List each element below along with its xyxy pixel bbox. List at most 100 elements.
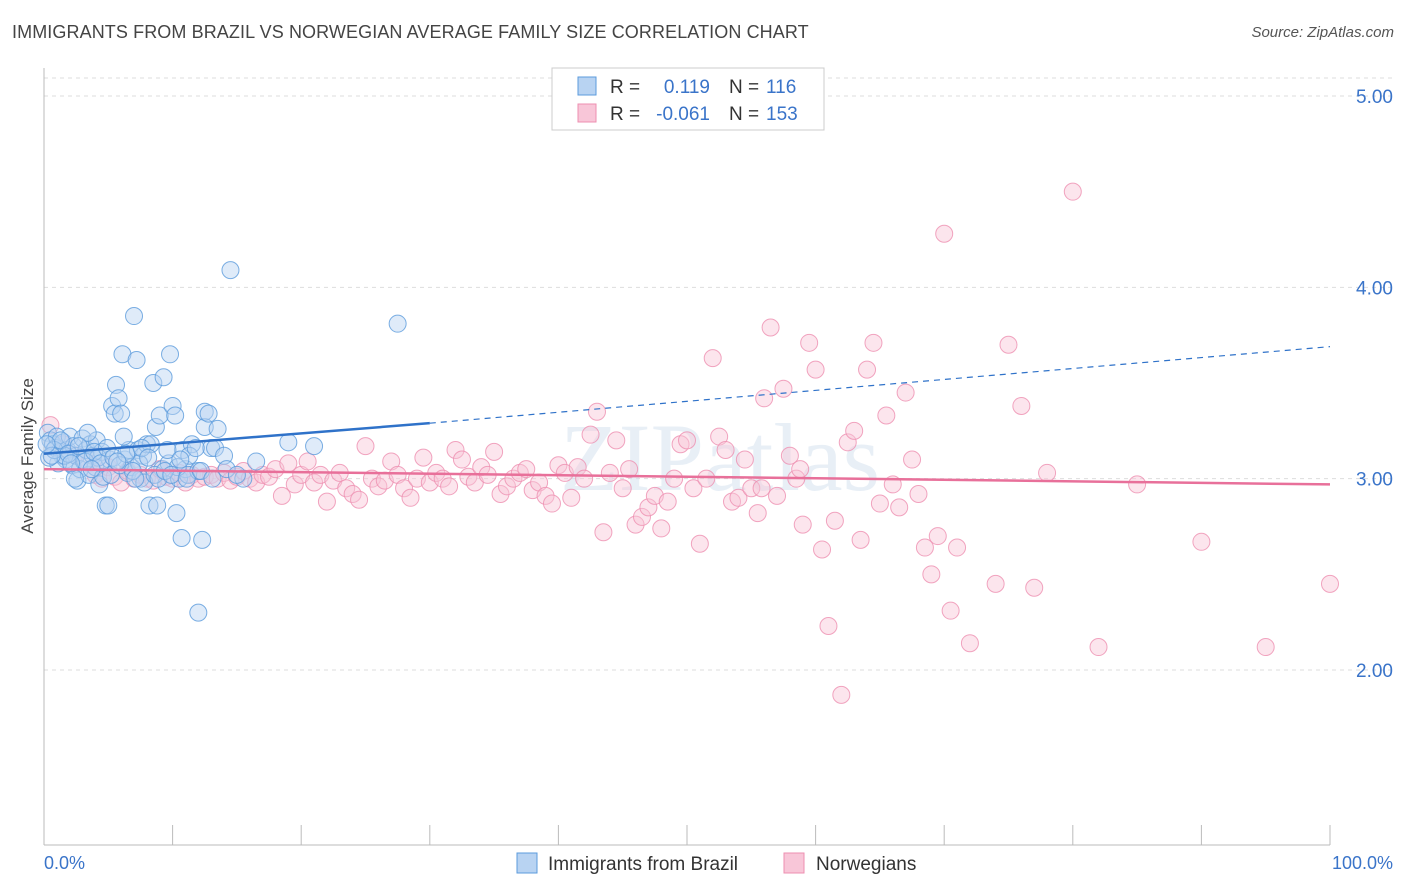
data-point bbox=[1089, 638, 1108, 657]
data-point bbox=[607, 431, 626, 450]
data-point bbox=[825, 511, 844, 530]
data-point bbox=[317, 492, 336, 511]
data-point bbox=[658, 492, 677, 511]
data-point bbox=[62, 454, 81, 473]
data-point bbox=[517, 460, 536, 479]
data-point bbox=[161, 345, 180, 364]
data-point bbox=[139, 448, 158, 467]
data-point bbox=[941, 601, 960, 620]
y-axis-label: Average Family Size bbox=[18, 378, 37, 534]
data-point bbox=[870, 494, 889, 513]
data-point bbox=[395, 479, 414, 498]
data-point bbox=[652, 519, 671, 538]
data-point bbox=[549, 456, 568, 475]
legend-r-label: R = bbox=[610, 104, 640, 125]
data-point bbox=[414, 448, 433, 467]
data-point bbox=[189, 603, 208, 622]
data-point bbox=[690, 534, 709, 553]
data-point bbox=[146, 418, 165, 437]
data-point bbox=[600, 463, 619, 482]
data-point bbox=[935, 224, 954, 243]
data-point bbox=[485, 442, 504, 461]
data-point bbox=[42, 446, 61, 465]
chart-title: IMMIGRANTS FROM BRAZIL VS NORWEGIAN AVER… bbox=[12, 22, 809, 42]
legend-swatch bbox=[577, 103, 597, 123]
data-point bbox=[903, 450, 922, 469]
legend-n-value: 153 bbox=[766, 104, 798, 125]
data-point bbox=[665, 469, 684, 488]
data-point bbox=[127, 351, 146, 370]
data-point bbox=[497, 477, 516, 496]
stats-legend: R = 0.119 N = 116 R = -0.061 N = 153 bbox=[551, 67, 825, 131]
trend-line-brazil bbox=[43, 421, 430, 456]
data-point bbox=[105, 404, 124, 423]
data-point bbox=[37, 435, 56, 454]
data-point bbox=[1256, 638, 1275, 657]
data-point bbox=[960, 634, 979, 653]
data-point bbox=[813, 540, 832, 559]
data-point bbox=[144, 374, 163, 392]
data-point bbox=[472, 458, 491, 477]
legend-n-value: 116 bbox=[766, 77, 796, 98]
data-point bbox=[167, 504, 186, 523]
data-point bbox=[536, 486, 555, 505]
data-point bbox=[774, 379, 793, 398]
data-point bbox=[755, 389, 774, 408]
data-point bbox=[166, 406, 185, 425]
x-tick-label: 0.0% bbox=[44, 853, 85, 873]
data-point bbox=[158, 440, 177, 459]
data-point bbox=[491, 484, 510, 503]
data-point bbox=[858, 360, 877, 379]
data-point bbox=[193, 530, 212, 549]
data-point bbox=[542, 494, 561, 513]
legend-swatch-brazil bbox=[516, 852, 538, 874]
data-point bbox=[864, 333, 883, 352]
legend-n-label: N = bbox=[729, 77, 759, 98]
data-point bbox=[752, 479, 771, 498]
axes bbox=[43, 68, 1331, 846]
data-point bbox=[575, 469, 594, 488]
trend-line-brazil-extension bbox=[429, 346, 1331, 424]
data-point bbox=[217, 460, 236, 479]
data-point bbox=[1321, 574, 1339, 593]
legend-r-value: -0.061 bbox=[656, 104, 710, 125]
grid-lines bbox=[44, 77, 1395, 671]
data-point bbox=[305, 473, 324, 492]
data-point bbox=[78, 423, 97, 442]
data-point bbox=[620, 460, 639, 479]
data-point bbox=[215, 446, 234, 465]
data-point bbox=[877, 406, 896, 425]
y-tick-label: 5.00 bbox=[1356, 87, 1393, 108]
y-tick-label: 2.00 bbox=[1356, 661, 1393, 682]
y-tick-label: 4.00 bbox=[1356, 278, 1393, 299]
data-point bbox=[948, 538, 967, 557]
series-legend: Immigrants from Brazil Norwegians bbox=[516, 852, 916, 875]
data-point bbox=[272, 486, 291, 505]
data-point bbox=[148, 496, 167, 515]
data-point bbox=[126, 469, 145, 488]
series-norwegians bbox=[41, 182, 1339, 704]
data-point bbox=[305, 437, 324, 456]
data-point bbox=[107, 375, 126, 394]
data-point bbox=[130, 454, 149, 473]
data-point bbox=[729, 488, 748, 507]
data-point bbox=[452, 450, 471, 469]
data-point bbox=[446, 440, 465, 459]
data-point bbox=[742, 479, 761, 498]
data-point bbox=[171, 450, 190, 469]
trend-lines bbox=[43, 346, 1331, 486]
data-point bbox=[162, 465, 181, 484]
data-point bbox=[639, 498, 658, 517]
data-point bbox=[172, 528, 191, 547]
legend-r-label: R = bbox=[610, 77, 640, 98]
data-point bbox=[562, 488, 581, 507]
data-point bbox=[613, 479, 632, 498]
data-point bbox=[199, 404, 218, 423]
data-point bbox=[768, 486, 787, 505]
data-point bbox=[154, 368, 173, 387]
legend-r-value: 0.119 bbox=[664, 77, 710, 98]
data-point bbox=[678, 431, 696, 450]
data-point bbox=[735, 450, 754, 469]
data-point bbox=[791, 460, 810, 479]
data-point bbox=[150, 406, 169, 425]
